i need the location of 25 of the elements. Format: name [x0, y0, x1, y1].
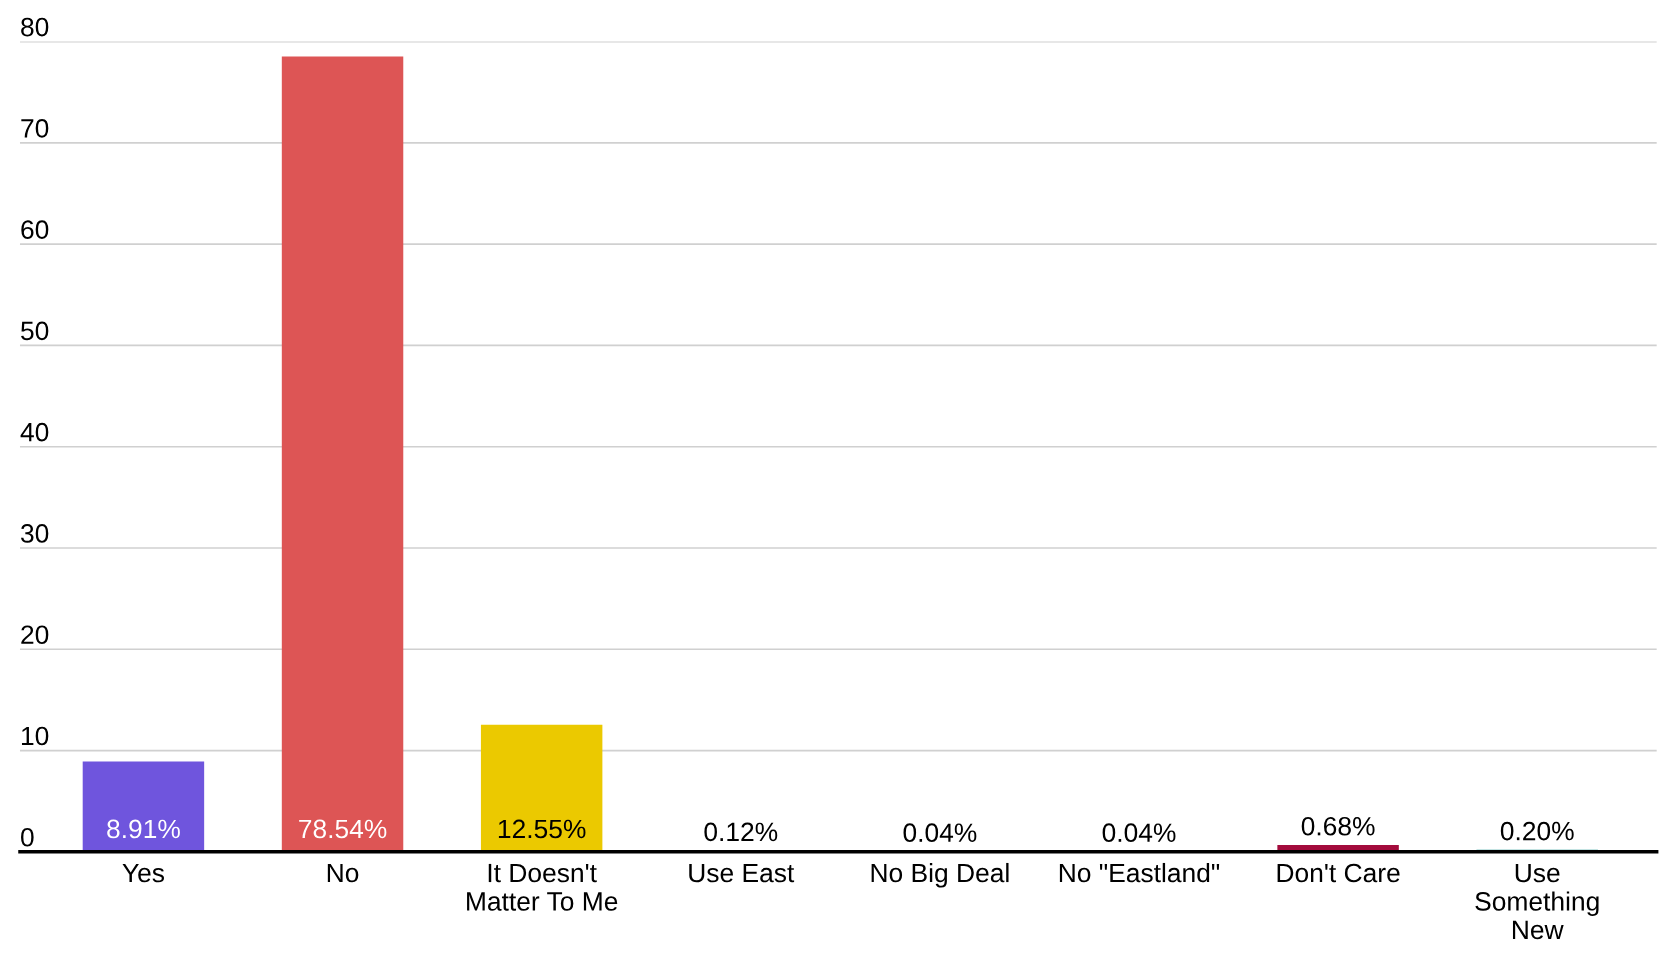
- data-label: 78.54%: [299, 819, 387, 839]
- data-label: 0.12%: [704, 822, 778, 842]
- data-label: 0.04%: [903, 823, 977, 843]
- x-tick-label: No: [327, 863, 359, 883]
- y-tick-label: 40: [20, 422, 49, 442]
- x-tick-label: Don't Care: [1277, 863, 1400, 883]
- data-label: 0.20%: [1500, 821, 1574, 841]
- y-tick-label: 50: [21, 321, 49, 341]
- y-tick-label: 60: [21, 220, 49, 239]
- y-tick-label: 70: [21, 119, 49, 138]
- data-label: 8.91%: [107, 819, 180, 839]
- data-label: 0.04%: [1102, 823, 1176, 843]
- x-tick-label: Yes: [122, 863, 165, 883]
- y-tick-label: 20: [21, 625, 49, 645]
- data-label: 12.55%: [498, 819, 586, 839]
- y-tick-label: 30: [20, 524, 49, 543]
- y-tick-label: 10: [21, 726, 49, 746]
- y-tick-label: 0: [21, 827, 34, 847]
- x-tick-label: No Big Deal: [871, 862, 1009, 888]
- data-label: 0.68%: [1301, 816, 1375, 836]
- x-tick-label: Use East: [689, 863, 795, 883]
- x-tick-label: Use Something New: [1475, 863, 1599, 940]
- x-tick-label: It Doesn't Matter To Me: [467, 863, 618, 911]
- x-tick-label: No "Eastland": [1059, 862, 1220, 883]
- y-tick-label: 80: [21, 17, 49, 37]
